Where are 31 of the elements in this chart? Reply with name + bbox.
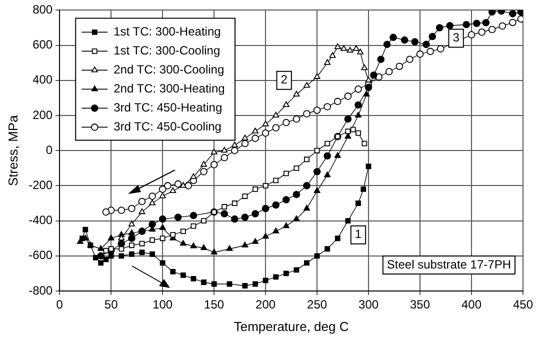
- y-tick-label: -800: [28, 283, 53, 298]
- y-tick-label: 800: [32, 2, 53, 17]
- x-tick-label: 400: [461, 298, 482, 312]
- annotation: 3: [452, 30, 460, 45]
- legend-label: 2nd TC: 300-Heating: [114, 82, 225, 96]
- y-tick-label: 200: [32, 108, 53, 122]
- y-tick-label: -600: [28, 248, 53, 262]
- y-tick-label: -200: [28, 178, 53, 192]
- y-tick-label: -400: [28, 213, 53, 228]
- x-tick-label: 450: [512, 298, 534, 312]
- x-tick-label: 300: [358, 298, 379, 312]
- annotation: 1: [354, 227, 362, 242]
- y-tick-label: 600: [32, 38, 53, 52]
- legend-label: 2nd TC: 300-Cooling: [114, 62, 224, 77]
- legend-label: 3rd TC: 450-Cooling: [114, 120, 222, 134]
- x-tick-label: 150: [204, 298, 224, 312]
- y-tick-label: 400: [32, 72, 53, 87]
- x-tick-label: 100: [152, 298, 173, 312]
- legend-label: 1st TC: 300-Cooling: [114, 44, 220, 58]
- x-axis-title: Temperature, deg C: [234, 318, 349, 334]
- legend-label: 1st TC: 300-Heating: [114, 24, 221, 39]
- x-tick-label: 250: [307, 298, 328, 312]
- x-tick-label: 0: [56, 298, 64, 312]
- y-tick-label: 0: [46, 142, 53, 157]
- y-axis-title: Stress, MPa: [5, 114, 20, 186]
- x-tick-label: 200: [256, 298, 276, 312]
- annotation: Steel substrate 17-7PH: [386, 257, 511, 272]
- legend-label: 3rd TC: 450-Heating: [114, 100, 222, 115]
- annotation: 2: [280, 72, 288, 87]
- x-tick-label: 350: [410, 298, 430, 312]
- x-tick-label: 50: [104, 298, 118, 312]
